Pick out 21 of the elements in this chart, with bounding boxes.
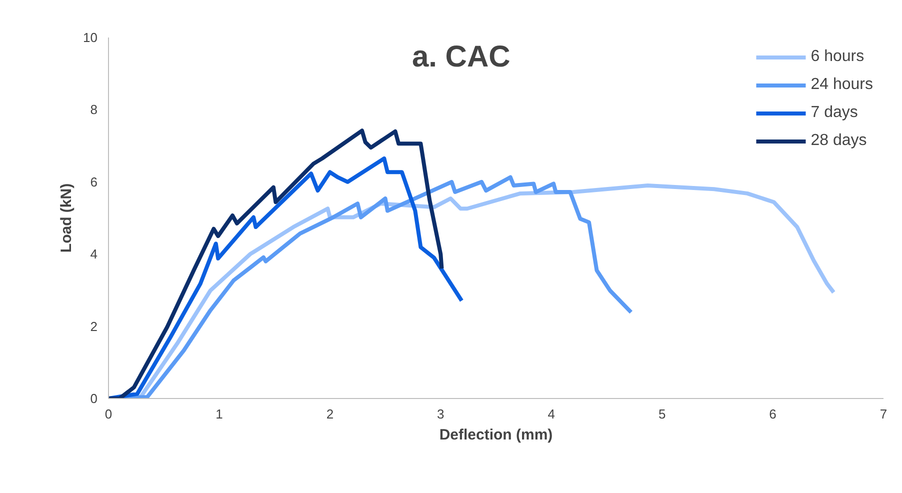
x-tick-label: 4 [548, 406, 555, 422]
x-tick-label: 7 [880, 406, 888, 422]
legend-label: 6 hours [810, 48, 864, 66]
y-tick-label: 0 [90, 391, 98, 406]
x-tick-label: 3 [437, 406, 444, 422]
y-tick-label: 4 [90, 246, 98, 262]
x-tick-label: 2 [326, 406, 334, 422]
x-tick-label: 6 [769, 406, 776, 422]
y-tick-label: 6 [90, 174, 98, 190]
y-axis-title: Load (kN) [58, 183, 76, 253]
chart-title: a. CAC [412, 40, 510, 74]
legend-label: 24 hours [810, 76, 873, 94]
y-tick-label: 8 [90, 102, 98, 118]
x-tick-label: 5 [658, 406, 666, 422]
x-tick-label: 1 [216, 406, 223, 422]
x-axis-title: Deflection (mm) [439, 426, 553, 444]
legend-label: 7 days [810, 104, 858, 122]
y-tick-label: 10 [83, 30, 98, 45]
y-tick-label: 2 [90, 318, 98, 334]
legend-label: 28 days [810, 132, 867, 150]
x-tick-label: 0 [104, 406, 112, 422]
